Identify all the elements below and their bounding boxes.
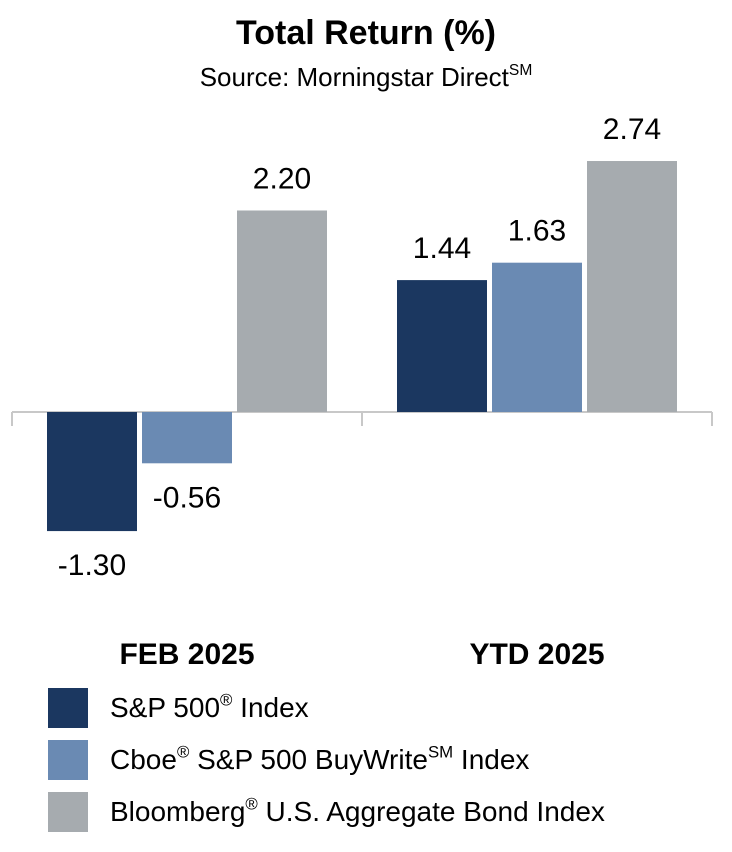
data-label: 2.74 bbox=[603, 113, 661, 146]
service-mark: SM bbox=[427, 742, 454, 762]
legend-swatch-bloomberg bbox=[48, 792, 88, 832]
chart-subtitle: Source: Morningstar DirectSM bbox=[0, 62, 732, 93]
legend-text: Index bbox=[232, 692, 309, 723]
legend-label-sp500: S&P 500® Index bbox=[110, 690, 309, 724]
legend-label-buywrite: Cboe® S&P 500 BuyWriteSM Index bbox=[110, 742, 530, 776]
legend-text: Cboe bbox=[110, 744, 177, 775]
category-label: YTD 2025 bbox=[469, 638, 604, 671]
registered-mark: ® bbox=[220, 690, 233, 710]
bar bbox=[397, 280, 487, 412]
legend-item-bloomberg: Bloomberg® U.S. Aggregate Bond Index bbox=[48, 788, 605, 836]
bar bbox=[237, 210, 327, 412]
data-label: 1.63 bbox=[508, 215, 566, 248]
bar bbox=[587, 161, 677, 412]
subtitle-text: Source: Morningstar Direct bbox=[199, 62, 509, 92]
bar bbox=[47, 412, 137, 532]
legend-swatch-buywrite bbox=[48, 740, 88, 780]
bar bbox=[492, 262, 582, 412]
data-label: 2.20 bbox=[253, 162, 311, 195]
legend-swatch-sp500 bbox=[48, 688, 88, 728]
bar bbox=[142, 412, 232, 464]
legend-text: S&P 500 BuyWrite bbox=[189, 744, 428, 775]
registered-mark: ® bbox=[176, 742, 190, 762]
data-label: 1.44 bbox=[413, 232, 471, 265]
legend-item-buywrite: Cboe® S&P 500 BuyWriteSM Index bbox=[48, 736, 605, 784]
legend-label-bloomberg: Bloomberg® U.S. Aggregate Bond Index bbox=[110, 794, 605, 828]
chart-title: Total Return (%) bbox=[235, 14, 496, 52]
category-label: FEB 2025 bbox=[119, 638, 254, 671]
legend-text: Bloomberg bbox=[110, 796, 246, 827]
subtitle-service-mark: SM bbox=[508, 62, 533, 80]
legend-text: Index bbox=[453, 744, 530, 775]
registered-mark: ® bbox=[245, 794, 258, 814]
legend: S&P 500® Index Cboe® S&P 500 BuyWriteSM … bbox=[48, 684, 605, 840]
bar-chart: -1.30 -0.56 2.20 FEB 2025 1.44 1.63 2.74 YTD 20… bbox=[11, 113, 713, 671]
legend-item-sp500: S&P 500® Index bbox=[48, 684, 605, 732]
data-label: -0.56 bbox=[153, 481, 221, 514]
data-label: -1.30 bbox=[58, 549, 126, 582]
legend-text: U.S. Aggregate Bond Index bbox=[257, 796, 605, 827]
legend-text: S&P 500 bbox=[110, 692, 221, 723]
